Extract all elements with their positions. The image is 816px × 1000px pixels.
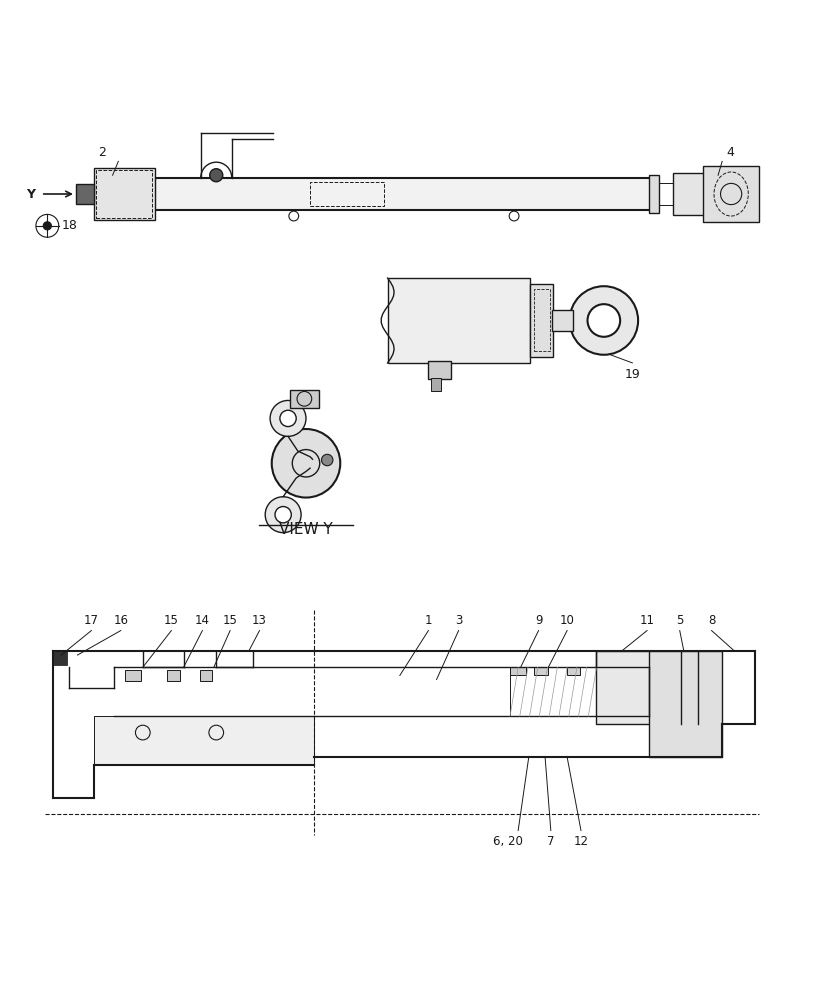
Bar (552, 310, 573, 331)
Bar (310, 182, 384, 206)
Bar (567, 667, 580, 675)
Bar (703, 166, 759, 222)
Circle shape (210, 169, 223, 182)
Bar (96, 170, 152, 218)
Text: 17: 17 (84, 614, 99, 627)
Bar (659, 183, 676, 205)
Bar (428, 361, 451, 379)
Bar (167, 670, 180, 681)
Circle shape (322, 454, 333, 466)
Bar (125, 670, 141, 681)
Bar (76, 184, 94, 204)
Text: 5: 5 (676, 614, 684, 627)
Bar (530, 284, 553, 357)
Circle shape (265, 497, 301, 533)
Bar (200, 670, 212, 681)
Text: 15: 15 (223, 614, 237, 627)
Bar (388, 278, 530, 363)
Text: 19: 19 (624, 368, 641, 381)
Bar (431, 378, 441, 391)
Circle shape (43, 222, 51, 230)
Bar (596, 651, 657, 724)
Text: 10: 10 (560, 614, 574, 627)
Text: Y: Y (26, 188, 36, 201)
Text: 8: 8 (707, 614, 716, 627)
Text: 16: 16 (113, 614, 128, 627)
Circle shape (570, 286, 638, 355)
Text: 12: 12 (574, 835, 588, 848)
Text: 15: 15 (164, 614, 179, 627)
Bar (510, 667, 596, 716)
Polygon shape (53, 651, 67, 665)
Bar (290, 390, 319, 408)
Circle shape (588, 304, 620, 337)
Text: 9: 9 (534, 614, 543, 627)
Circle shape (270, 400, 306, 436)
Circle shape (275, 507, 291, 523)
Text: 6, 20: 6, 20 (493, 835, 522, 848)
Text: 13: 13 (252, 614, 267, 627)
Bar (649, 175, 659, 213)
Bar (649, 651, 722, 757)
Text: 14: 14 (195, 614, 210, 627)
Text: 3: 3 (455, 614, 463, 627)
Text: 4: 4 (726, 146, 734, 159)
Bar (510, 667, 526, 675)
Bar (673, 173, 707, 215)
Text: 7: 7 (547, 835, 555, 848)
Text: 2: 2 (98, 146, 106, 159)
Bar (534, 667, 548, 675)
Text: 18: 18 (62, 219, 78, 232)
Text: VIEW Y: VIEW Y (279, 522, 333, 537)
Circle shape (272, 429, 340, 498)
Bar (94, 716, 314, 765)
Bar (94, 168, 155, 220)
Text: 1: 1 (424, 614, 432, 627)
Text: 11: 11 (640, 614, 654, 627)
Circle shape (280, 410, 296, 427)
Bar (534, 289, 550, 351)
Bar (155, 178, 653, 210)
